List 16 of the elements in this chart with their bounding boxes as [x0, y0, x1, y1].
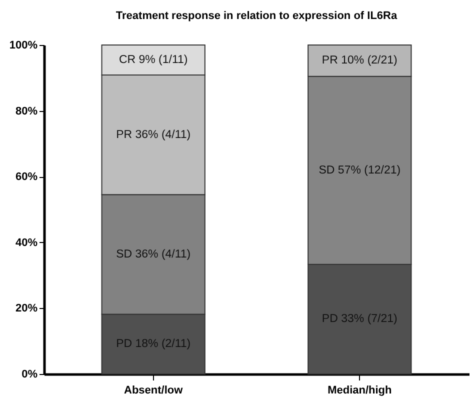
data-label: PR 10% (2/21) — [322, 54, 398, 67]
y-tick-label: 0% — [22, 368, 38, 380]
y-tick-label: 40% — [15, 236, 38, 249]
chart-title: Treatment response in relation to expression of IL6Ra — [116, 10, 398, 22]
y-tick-label: 60% — [15, 171, 38, 184]
data-label: PD 33% (7/21) — [322, 313, 398, 326]
x-tick-label: Absent/low — [124, 384, 184, 396]
y-tick-label: 100% — [9, 40, 38, 52]
y-tick-label: 20% — [15, 302, 38, 315]
data-label: CR 9% (1/11) — [118, 54, 188, 66]
data-label: SD 57% (12/21) — [318, 164, 401, 176]
x-tick-label: Median/high — [328, 384, 392, 396]
data-label: PD 18% (2/11) — [116, 338, 191, 350]
data-label: SD 36% (4/11) — [116, 248, 191, 260]
data-label: PR 36% (4/11) — [116, 128, 191, 141]
y-tick-label: 80% — [15, 105, 38, 118]
